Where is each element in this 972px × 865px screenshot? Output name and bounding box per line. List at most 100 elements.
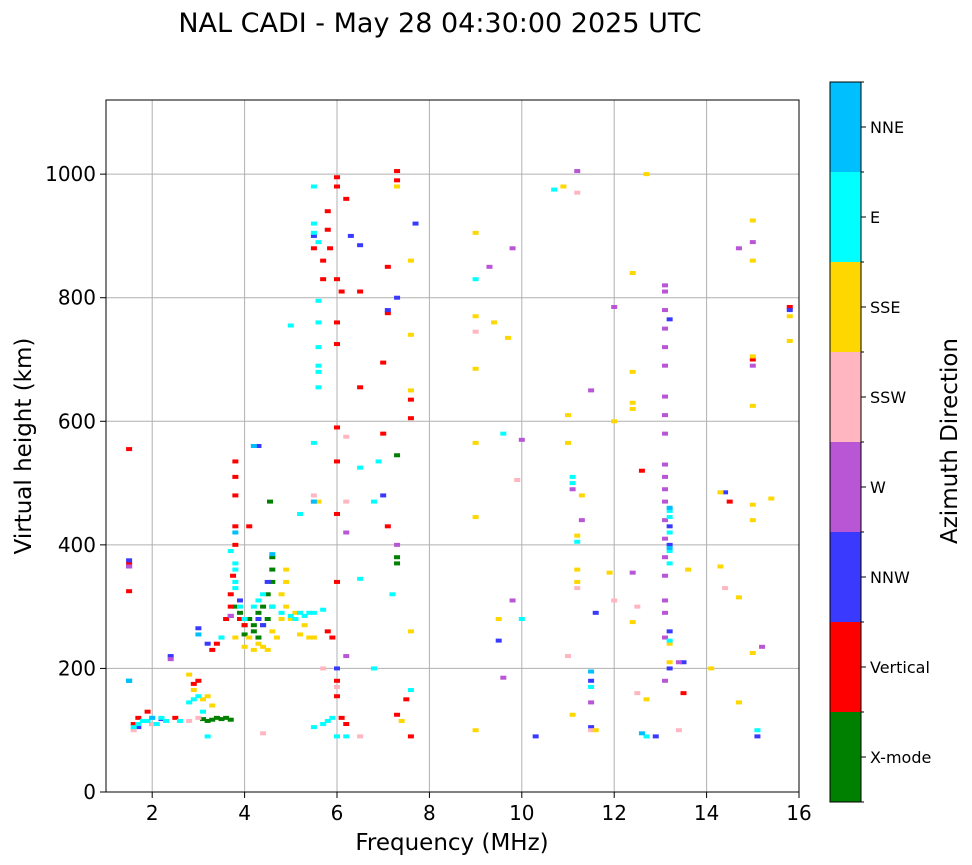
data-point (504, 335, 511, 340)
data-point (260, 644, 267, 649)
data-point (578, 518, 585, 523)
data-point (324, 227, 331, 232)
x-tick-label: 4 (238, 801, 251, 825)
data-point (327, 246, 334, 251)
data-point (384, 311, 391, 316)
data-point (394, 178, 401, 183)
data-point (250, 623, 257, 628)
data-point (666, 515, 673, 520)
colorbar-tick-label: E (870, 208, 880, 227)
data-point (786, 308, 793, 313)
data-point (241, 644, 248, 649)
data-point (130, 728, 137, 733)
colorbar-segment (830, 352, 861, 442)
data-point (518, 437, 525, 442)
data-point (629, 570, 636, 575)
data-point (662, 308, 669, 313)
data-point (472, 728, 479, 733)
data-point (218, 635, 225, 640)
data-point (666, 561, 673, 566)
data-point (578, 493, 585, 498)
data-point (611, 304, 618, 309)
colorbar-segment (830, 262, 861, 352)
data-point (754, 728, 761, 733)
data-point (407, 258, 414, 263)
data-point (662, 431, 669, 436)
data-point (565, 440, 571, 445)
data-point (329, 635, 336, 640)
data-point (666, 638, 673, 643)
data-point (662, 536, 669, 541)
data-point (629, 400, 636, 405)
data-point (310, 246, 317, 251)
data-point (574, 539, 581, 544)
data-point (190, 681, 197, 686)
data-point (384, 524, 391, 529)
data-point (292, 610, 299, 615)
data-point (227, 604, 234, 609)
data-point (574, 533, 581, 538)
data-point (735, 246, 742, 251)
series-x-mode (200, 453, 401, 723)
data-point (514, 477, 521, 482)
data-point (532, 734, 539, 739)
colorbar-tick-label: NNE (870, 118, 904, 137)
data-point (126, 561, 133, 566)
colorbar-segment (830, 712, 861, 802)
series-ssw (130, 190, 729, 739)
y-axis-label: Virtual height (km) (11, 338, 37, 555)
data-point (735, 700, 742, 705)
data-point (267, 499, 274, 504)
data-point (500, 431, 507, 436)
data-point (287, 323, 294, 328)
data-point (144, 709, 151, 714)
data-point (472, 440, 479, 445)
data-point (186, 700, 193, 705)
data-point (588, 728, 595, 733)
data-point (195, 715, 202, 720)
data-point (195, 626, 202, 631)
data-point (643, 172, 650, 177)
data-point (675, 728, 682, 733)
data-point (394, 453, 401, 458)
data-point (135, 725, 142, 730)
data-point (139, 718, 146, 723)
data-point (662, 345, 669, 350)
data-point (629, 369, 636, 374)
data-point (394, 169, 401, 174)
colorbar-tick-label: W (870, 478, 886, 497)
data-point (407, 332, 414, 337)
data-point (565, 413, 571, 418)
data-point (310, 230, 317, 235)
data-point (759, 644, 766, 649)
x-axis: 2 4 6 8 10 12 14 16 (146, 792, 812, 825)
y-tick-label: 400 (58, 533, 96, 557)
data-point (200, 697, 207, 702)
data-point (588, 684, 595, 689)
data-point (158, 715, 165, 720)
data-point (652, 734, 659, 739)
data-point (634, 691, 641, 696)
data-point (588, 725, 595, 730)
data-point (320, 666, 327, 671)
data-point (380, 360, 387, 365)
data-point (167, 657, 174, 662)
data-point (638, 468, 645, 473)
y-tick-label: 800 (58, 286, 96, 310)
data-point (227, 592, 234, 597)
data-point (662, 635, 669, 640)
data-point (338, 289, 345, 294)
data-point (163, 718, 170, 723)
data-point (634, 604, 641, 609)
data-point (334, 678, 340, 683)
data-point (662, 573, 669, 578)
data-point (260, 623, 267, 628)
data-point (209, 647, 216, 652)
data-point (334, 511, 340, 516)
data-point (389, 592, 396, 597)
data-point (269, 579, 276, 584)
data-point (135, 722, 142, 727)
data-point (310, 610, 317, 615)
data-point (278, 610, 285, 615)
